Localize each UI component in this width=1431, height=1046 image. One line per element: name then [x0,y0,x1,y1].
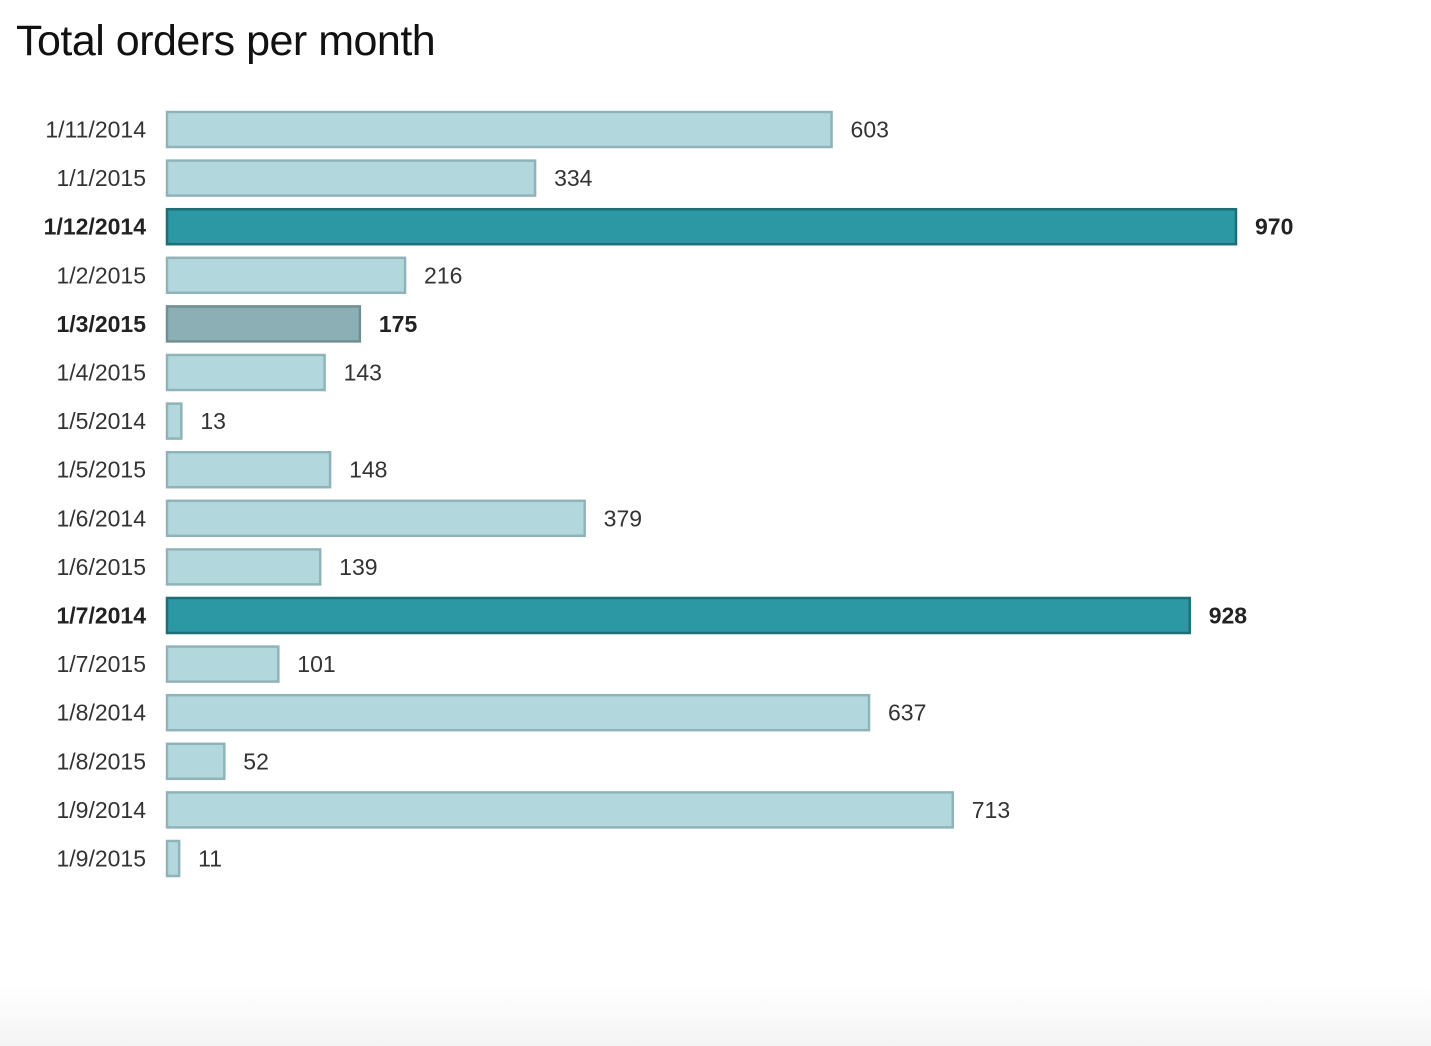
value-label-9: 379 [604,505,642,531]
bar-14[interactable] [165,742,226,781]
bar-11[interactable] [165,596,1191,635]
value-label-1: 603 [851,117,889,143]
category-label-5: 1/3/2015 [56,311,146,337]
bar-8[interactable] [165,450,332,489]
value-label-14: 52 [243,748,269,774]
bar-4[interactable] [165,256,407,295]
value-label-2: 334 [554,165,593,191]
category-label-15: 1/9/2014 [56,797,146,823]
bar-9[interactable] [165,499,586,538]
category-label-14: 1/8/2015 [56,748,146,774]
chart-title: Total orders per month [16,17,436,65]
bar-13[interactable] [165,693,871,732]
category-label-1: 1/11/2014 [45,117,146,143]
bar-16[interactable] [165,839,181,878]
value-label-11: 928 [1209,603,1248,629]
bar-15[interactable] [165,791,955,829]
value-label-6: 143 [344,360,382,386]
value-label-12: 101 [297,651,335,677]
value-label-5: 175 [379,311,418,337]
category-label-8: 1/5/2015 [56,457,146,483]
category-label-6: 1/4/2015 [56,360,146,386]
category-label-4: 1/2/2015 [56,262,146,288]
category-label-3: 1/12/2014 [44,214,147,240]
value-label-3: 970 [1255,214,1293,240]
bar-10[interactable] [165,548,322,586]
bar-2[interactable] [165,159,537,197]
value-label-7: 13 [200,408,226,434]
value-label-8: 148 [349,457,387,483]
category-label-10: 1/6/2015 [56,554,146,580]
category-label-16: 1/9/2015 [56,846,146,872]
category-label-7: 1/5/2014 [56,408,146,434]
category-label-13: 1/8/2014 [56,700,146,726]
value-label-10: 139 [339,554,377,580]
bottom-fade [0,986,1431,1046]
value-label-16: 11 [198,846,222,872]
value-label-13: 637 [888,700,926,726]
bar-7[interactable] [165,402,183,440]
category-label-12: 1/7/2015 [56,651,146,677]
value-label-15: 713 [972,797,1010,823]
value-label-4: 216 [424,262,462,288]
category-label-9: 1/6/2014 [56,505,146,531]
bars-group [165,110,1238,878]
category-label-11: 1/7/2014 [56,603,146,629]
bar-12[interactable] [165,645,280,683]
bar-6[interactable] [165,353,326,392]
tick-labels-group: 1/11/2014 1/1/2015 1/12/2014 1/2/2015 1/3/20… [44,117,147,872]
bar-5[interactable] [165,305,362,343]
bar-3[interactable] [165,207,1238,246]
category-label-2: 1/1/2015 [56,165,146,191]
bar-1[interactable] [165,110,833,149]
